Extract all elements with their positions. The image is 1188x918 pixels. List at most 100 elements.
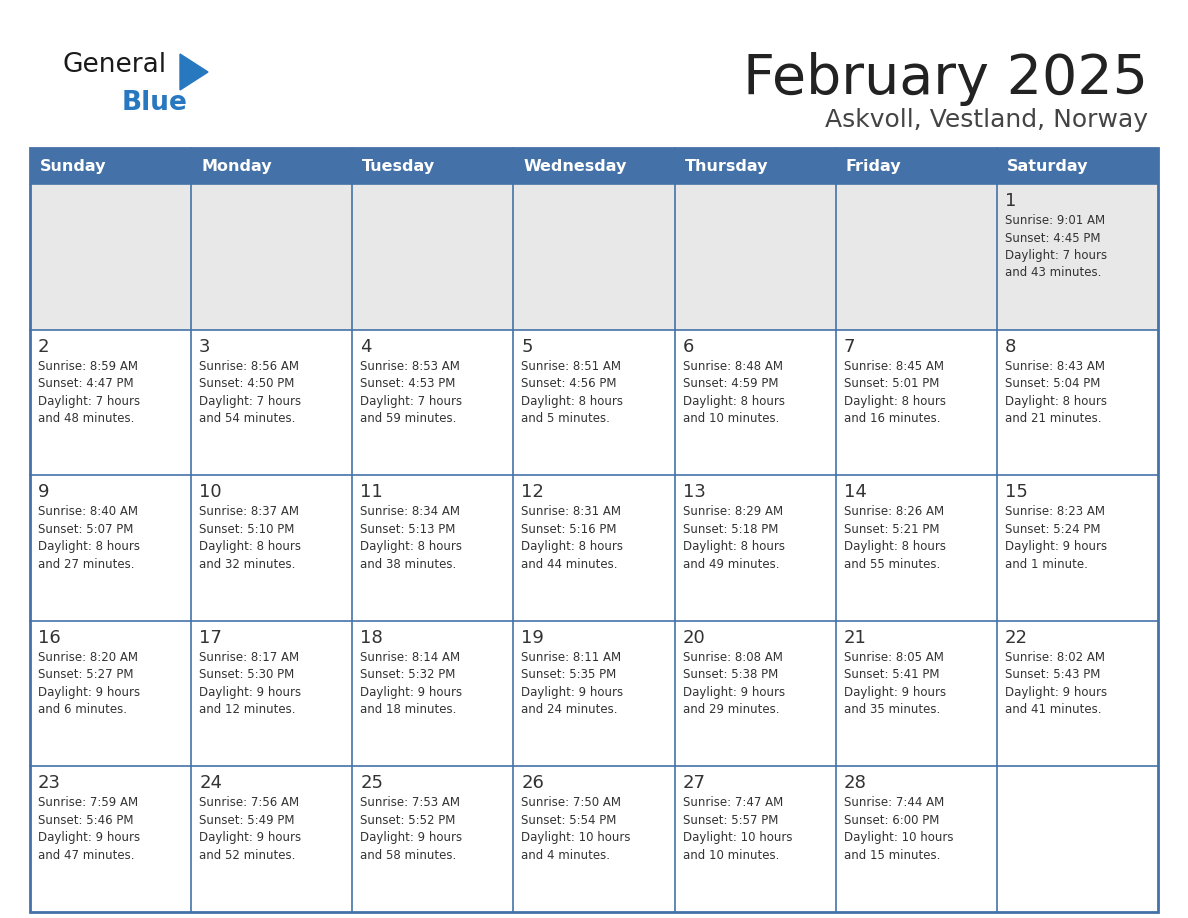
Bar — [353, 621, 513, 767]
Bar — [997, 330, 1158, 476]
Text: Sunrise: 8:45 AM: Sunrise: 8:45 AM — [843, 360, 943, 373]
Text: 4: 4 — [360, 338, 372, 355]
Text: Sunset: 4:56 PM: Sunset: 4:56 PM — [522, 377, 617, 390]
Text: Sunrise: 8:20 AM: Sunrise: 8:20 AM — [38, 651, 138, 664]
Bar — [997, 476, 1158, 621]
Text: Sunset: 5:35 PM: Sunset: 5:35 PM — [522, 668, 617, 681]
Text: Daylight: 8 hours: Daylight: 8 hours — [200, 540, 301, 554]
Text: Sunset: 5:46 PM: Sunset: 5:46 PM — [38, 814, 133, 827]
Polygon shape — [181, 54, 208, 90]
Text: Sunrise: 7:59 AM: Sunrise: 7:59 AM — [38, 797, 138, 810]
Text: Sunset: 4:50 PM: Sunset: 4:50 PM — [200, 377, 295, 390]
Text: Daylight: 7 hours: Daylight: 7 hours — [38, 395, 140, 408]
Text: Sunset: 5:54 PM: Sunset: 5:54 PM — [522, 814, 617, 827]
Text: Sunrise: 9:01 AM: Sunrise: 9:01 AM — [1005, 214, 1105, 227]
Text: Sunset: 5:52 PM: Sunset: 5:52 PM — [360, 814, 456, 827]
Text: Daylight: 8 hours: Daylight: 8 hours — [683, 540, 784, 554]
Text: Askvoll, Vestland, Norway: Askvoll, Vestland, Norway — [824, 108, 1148, 132]
Text: Sunrise: 8:08 AM: Sunrise: 8:08 AM — [683, 651, 783, 664]
Text: Daylight: 8 hours: Daylight: 8 hours — [522, 540, 624, 554]
Text: 19: 19 — [522, 629, 544, 647]
Text: Sunset: 5:57 PM: Sunset: 5:57 PM — [683, 814, 778, 827]
Text: Sunset: 5:32 PM: Sunset: 5:32 PM — [360, 668, 456, 681]
Text: Sunrise: 8:29 AM: Sunrise: 8:29 AM — [683, 505, 783, 518]
Text: Sunrise: 8:37 AM: Sunrise: 8:37 AM — [200, 505, 299, 518]
Bar — [513, 476, 675, 621]
Text: Daylight: 8 hours: Daylight: 8 hours — [522, 395, 624, 408]
Text: and 10 minutes.: and 10 minutes. — [683, 412, 779, 425]
Bar — [675, 476, 835, 621]
Text: 3: 3 — [200, 338, 210, 355]
Text: Sunset: 4:47 PM: Sunset: 4:47 PM — [38, 377, 133, 390]
Bar — [835, 476, 997, 621]
Text: Daylight: 7 hours: Daylight: 7 hours — [1005, 249, 1107, 262]
Text: 23: 23 — [38, 775, 61, 792]
Text: 17: 17 — [200, 629, 222, 647]
Text: and 48 minutes.: and 48 minutes. — [38, 412, 134, 425]
Text: Sunrise: 8:26 AM: Sunrise: 8:26 AM — [843, 505, 943, 518]
Bar — [675, 184, 835, 330]
Text: Sunday: Sunday — [40, 159, 107, 174]
Bar — [191, 767, 353, 912]
Text: 13: 13 — [683, 483, 706, 501]
Text: Sunrise: 8:40 AM: Sunrise: 8:40 AM — [38, 505, 138, 518]
Text: Sunset: 5:27 PM: Sunset: 5:27 PM — [38, 668, 133, 681]
Text: Sunset: 5:41 PM: Sunset: 5:41 PM — [843, 668, 940, 681]
Text: 26: 26 — [522, 775, 544, 792]
Text: Daylight: 8 hours: Daylight: 8 hours — [843, 540, 946, 554]
Text: 20: 20 — [683, 629, 706, 647]
Text: Sunrise: 8:02 AM: Sunrise: 8:02 AM — [1005, 651, 1105, 664]
Text: Daylight: 8 hours: Daylight: 8 hours — [38, 540, 140, 554]
Text: 28: 28 — [843, 775, 866, 792]
Bar — [997, 184, 1158, 330]
Bar — [30, 184, 191, 330]
Text: Sunrise: 7:50 AM: Sunrise: 7:50 AM — [522, 797, 621, 810]
Text: Daylight: 9 hours: Daylight: 9 hours — [360, 686, 462, 699]
Bar — [353, 330, 513, 476]
Bar — [675, 621, 835, 767]
Text: Sunset: 5:21 PM: Sunset: 5:21 PM — [843, 522, 940, 536]
Text: Sunrise: 8:34 AM: Sunrise: 8:34 AM — [360, 505, 460, 518]
Text: and 49 minutes.: and 49 minutes. — [683, 558, 779, 571]
Bar — [675, 330, 835, 476]
Text: Daylight: 8 hours: Daylight: 8 hours — [360, 540, 462, 554]
Text: and 16 minutes.: and 16 minutes. — [843, 412, 940, 425]
Text: Sunrise: 8:48 AM: Sunrise: 8:48 AM — [683, 360, 783, 373]
Bar — [353, 767, 513, 912]
Bar — [513, 621, 675, 767]
Text: Daylight: 8 hours: Daylight: 8 hours — [1005, 395, 1107, 408]
Text: Sunset: 5:49 PM: Sunset: 5:49 PM — [200, 814, 295, 827]
Text: General: General — [62, 52, 166, 78]
Text: and 55 minutes.: and 55 minutes. — [843, 558, 940, 571]
Bar — [675, 767, 835, 912]
Text: Sunrise: 7:56 AM: Sunrise: 7:56 AM — [200, 797, 299, 810]
Text: Daylight: 9 hours: Daylight: 9 hours — [200, 832, 302, 845]
Text: and 59 minutes.: and 59 minutes. — [360, 412, 456, 425]
Text: 27: 27 — [683, 775, 706, 792]
Text: Daylight: 9 hours: Daylight: 9 hours — [1005, 540, 1107, 554]
Text: Daylight: 8 hours: Daylight: 8 hours — [843, 395, 946, 408]
Text: Sunset: 4:53 PM: Sunset: 4:53 PM — [360, 377, 456, 390]
Bar — [30, 148, 1158, 184]
Text: Sunset: 5:04 PM: Sunset: 5:04 PM — [1005, 377, 1100, 390]
Text: Sunset: 5:43 PM: Sunset: 5:43 PM — [1005, 668, 1100, 681]
Text: Daylight: 9 hours: Daylight: 9 hours — [200, 686, 302, 699]
Text: 9: 9 — [38, 483, 50, 501]
Text: Sunset: 4:45 PM: Sunset: 4:45 PM — [1005, 231, 1100, 244]
Text: 11: 11 — [360, 483, 383, 501]
Text: and 5 minutes.: and 5 minutes. — [522, 412, 611, 425]
Text: 24: 24 — [200, 775, 222, 792]
Text: Sunrise: 7:53 AM: Sunrise: 7:53 AM — [360, 797, 460, 810]
Text: February 2025: February 2025 — [742, 52, 1148, 106]
Text: Sunset: 4:59 PM: Sunset: 4:59 PM — [683, 377, 778, 390]
Bar — [835, 621, 997, 767]
Text: Sunrise: 8:59 AM: Sunrise: 8:59 AM — [38, 360, 138, 373]
Text: Wednesday: Wednesday — [524, 159, 627, 174]
Text: Sunrise: 8:23 AM: Sunrise: 8:23 AM — [1005, 505, 1105, 518]
Text: and 12 minutes.: and 12 minutes. — [200, 703, 296, 716]
Text: Sunrise: 8:53 AM: Sunrise: 8:53 AM — [360, 360, 460, 373]
Text: 10: 10 — [200, 483, 222, 501]
Text: Sunset: 5:01 PM: Sunset: 5:01 PM — [843, 377, 939, 390]
Text: Daylight: 7 hours: Daylight: 7 hours — [200, 395, 302, 408]
Bar — [191, 476, 353, 621]
